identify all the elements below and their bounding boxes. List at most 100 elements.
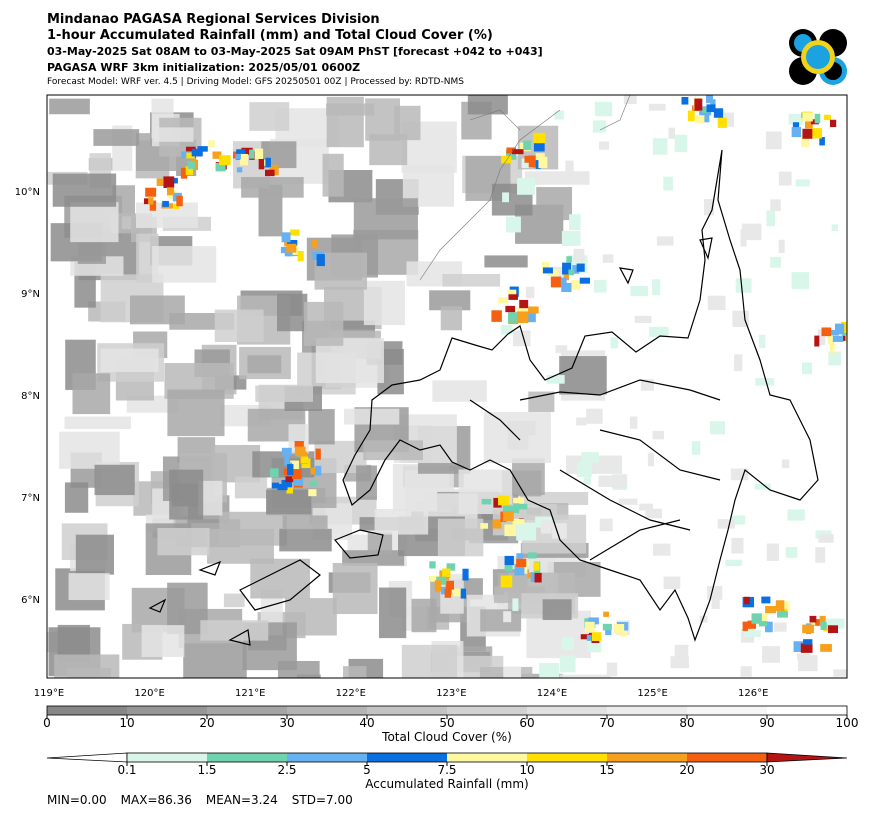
rain-cell xyxy=(843,335,847,341)
subtitle: Forecast Model: WRF ver. 4.5 | Driving M… xyxy=(47,77,464,87)
title: Mindanao PAGASA Regional Services Divisi… xyxy=(47,12,380,27)
cloud-cell xyxy=(282,515,328,530)
lon-labels: 119°E 120°E 121°E 122°E 123°E 124°E 125°E 126°E xyxy=(34,688,769,699)
cloud-cell xyxy=(394,105,421,141)
cloud-layer xyxy=(47,95,847,678)
rain-cell xyxy=(215,163,226,172)
rain-cell xyxy=(492,519,502,529)
colorbar-tick-label: 70 xyxy=(599,716,614,730)
rain-cell xyxy=(508,294,518,300)
lon-label: 119°E xyxy=(34,688,64,699)
rain-cell xyxy=(444,588,452,598)
colorbar-segment xyxy=(607,706,687,715)
cloud-cell xyxy=(93,129,140,146)
rain-cell xyxy=(524,155,535,163)
cloud-cell xyxy=(565,160,574,176)
rain-cell xyxy=(802,112,813,122)
cloud-cell xyxy=(674,134,688,153)
stat: MIN=0.00 xyxy=(47,793,107,807)
rain-cell xyxy=(429,561,436,569)
rain-cell xyxy=(792,122,800,129)
colorbar-tick-label: 50 xyxy=(439,716,454,730)
cloud-cell xyxy=(599,518,613,532)
rain-cell xyxy=(281,447,292,456)
colorbar-label: Accumulated Rainfall (mm) xyxy=(365,777,528,791)
rain-cell xyxy=(830,329,839,336)
rain-cell xyxy=(434,580,442,592)
colorbar-segment xyxy=(367,753,447,762)
rain-cell xyxy=(570,280,581,290)
colorbar-tick-label: 7.5 xyxy=(437,763,456,777)
cloud-cell xyxy=(64,416,131,430)
cloud-cell xyxy=(561,230,581,246)
cloud-cell xyxy=(594,280,607,293)
rain-cell xyxy=(502,510,514,522)
cloud-cell xyxy=(766,543,780,561)
rain-cell xyxy=(428,575,440,582)
cloud-cell xyxy=(674,644,689,663)
cloud-cell xyxy=(54,654,120,678)
rain-cell xyxy=(534,572,542,583)
cloud-cell xyxy=(363,440,423,461)
cloud-cell xyxy=(506,216,521,233)
cloud-cell xyxy=(629,416,638,429)
rain-cell xyxy=(695,115,705,124)
rain-cell xyxy=(293,477,304,486)
rain-cell xyxy=(442,568,451,578)
cloud-cell xyxy=(502,192,510,203)
colorbar-label: Total Cloud Cover (%) xyxy=(381,730,512,744)
cloud-cell xyxy=(691,441,701,455)
rain-cell xyxy=(809,615,817,623)
logo xyxy=(789,29,847,85)
rain-cell xyxy=(758,621,768,627)
rain-cell xyxy=(761,596,771,604)
rain-cell xyxy=(756,613,768,625)
cloud-cell xyxy=(503,611,512,623)
subtitle: 03-May-2025 Sat 08AM to 03-May-2025 Sat … xyxy=(47,45,543,58)
cloud-cell xyxy=(379,587,407,639)
colorbar-tick-label: 10 xyxy=(119,716,134,730)
cloud-cell xyxy=(153,127,194,142)
rain-cell xyxy=(239,153,248,166)
cloud-cell xyxy=(100,348,159,372)
rain-cell xyxy=(694,98,703,111)
cloud-cell xyxy=(64,482,89,513)
colorbar-segment xyxy=(287,753,367,762)
cloud-cell xyxy=(344,408,400,425)
rain-cell xyxy=(572,265,580,274)
colorbar-tick-label: 90 xyxy=(759,716,774,730)
rain-cell xyxy=(534,139,541,149)
rain-cell xyxy=(742,621,748,631)
rain-cell xyxy=(535,153,545,161)
cloud-cell xyxy=(539,663,560,678)
rain-cell xyxy=(538,156,548,169)
cloud-cell xyxy=(250,558,310,599)
rain-cell xyxy=(162,200,169,207)
rain-cell xyxy=(701,107,708,113)
rain-cell xyxy=(290,460,300,471)
cloud-cell xyxy=(241,177,304,198)
rain-cell xyxy=(812,619,825,626)
rain-cell xyxy=(286,487,293,494)
rain-layer xyxy=(143,95,847,653)
cloud-cell xyxy=(602,254,614,263)
lat-label: 7°N xyxy=(21,493,40,504)
cloud-colorbar: 0 10 20 30 40 50 60 70 80 90 100 xyxy=(43,705,858,730)
rain-cell xyxy=(191,148,203,157)
cloud-cell xyxy=(723,112,734,127)
colorbar-segment xyxy=(287,706,367,715)
colorbar-segment xyxy=(127,753,207,762)
rain-cell xyxy=(502,505,514,516)
cloud-cell xyxy=(770,256,782,268)
cloud-cell xyxy=(525,286,535,299)
lon-label: 125°E xyxy=(637,688,667,699)
rain-cell xyxy=(801,135,810,147)
colorbar-tick-label: 0 xyxy=(43,716,51,730)
cloud-cell xyxy=(648,103,666,111)
cloud-cell xyxy=(223,593,245,608)
rain-cell xyxy=(156,178,164,186)
rain-cell xyxy=(814,113,821,124)
cloud-cell xyxy=(542,599,572,621)
rain-cell xyxy=(765,621,773,633)
rain-cell xyxy=(504,559,513,572)
